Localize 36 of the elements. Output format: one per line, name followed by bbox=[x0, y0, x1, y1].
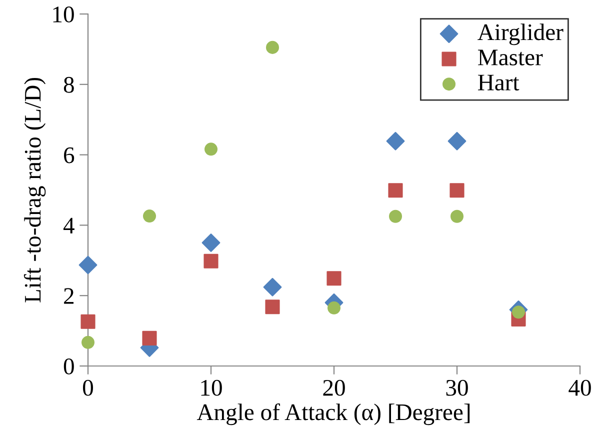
x-tick-label: 20 bbox=[323, 380, 345, 396]
point bbox=[80, 314, 96, 329]
x-axis-title: Angle of Attack (α) [Degree] bbox=[196, 403, 470, 426]
point bbox=[448, 132, 466, 150]
point bbox=[512, 306, 526, 319]
point bbox=[142, 330, 157, 346]
y-axis-title: Lift -to-drag ratio (L/D) bbox=[24, 78, 46, 302]
x-tick-label: 30 bbox=[446, 380, 468, 396]
point bbox=[204, 142, 218, 156]
point bbox=[81, 336, 95, 349]
point bbox=[142, 210, 156, 223]
y-tick-label: 2 bbox=[64, 288, 74, 304]
point bbox=[204, 254, 218, 268]
y-tick-label: 4 bbox=[63, 218, 74, 234]
legend-label: Master bbox=[478, 50, 543, 66]
point bbox=[202, 234, 220, 252]
point bbox=[266, 40, 280, 54]
point bbox=[78, 256, 98, 274]
y-tick-label: 8 bbox=[64, 76, 74, 93]
y-tick-label: 6 bbox=[64, 147, 74, 164]
point bbox=[388, 183, 403, 198]
y-tick-label: 0 bbox=[64, 358, 74, 374]
y-tick-label: 10 bbox=[53, 6, 74, 22]
legend-label: Hart bbox=[478, 74, 520, 91]
point bbox=[263, 278, 282, 296]
point bbox=[450, 210, 464, 223]
x-tick-label: 10 bbox=[201, 380, 222, 396]
x-tick-label: 0 bbox=[82, 380, 94, 396]
point bbox=[326, 271, 342, 286]
legend-label: Airglider bbox=[478, 24, 564, 46]
point bbox=[327, 301, 341, 314]
point bbox=[450, 183, 464, 198]
point bbox=[265, 300, 280, 314]
point bbox=[388, 210, 402, 223]
point bbox=[386, 132, 405, 150]
x-tick-label: 40 bbox=[568, 380, 591, 396]
